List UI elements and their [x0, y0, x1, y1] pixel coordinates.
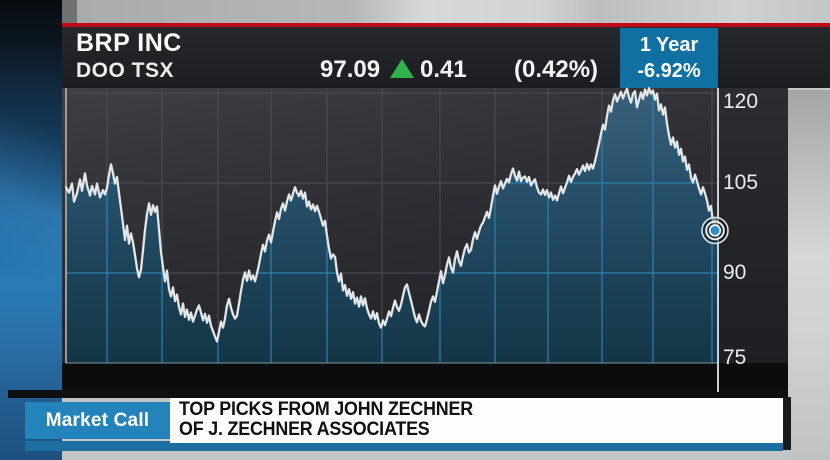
studio-top-strip: [62, 0, 830, 23]
y-tick-90: 90: [723, 261, 747, 284]
period-summary-badge: 1 Year -6.92%: [620, 28, 718, 88]
up-arrow-icon: [390, 59, 414, 78]
y-axis-panel: [718, 88, 788, 363]
ticker-symbol: DOO TSX: [76, 59, 175, 82]
banner-headline-line2: OF J. ZECHNER ASSOCIATES: [179, 419, 430, 440]
y-tick-105: 105: [723, 171, 759, 194]
y-tick-120: 120: [723, 90, 759, 113]
y-tick-75: 75: [723, 346, 747, 369]
banner-headline: TOP PICKS FROM JOHN ZECHNER OF J. ZECHNE…: [179, 400, 473, 440]
stock-name: BRP INC: [76, 29, 182, 57]
period-change: -6.92%: [637, 60, 701, 82]
show-title-badge: Market Call: [25, 402, 170, 439]
banner-blue-strip: [25, 441, 783, 451]
studio-left-panel-sheen: [0, 0, 62, 460]
price-change: 0.41: [420, 56, 467, 83]
period-label: 1 Year: [639, 34, 699, 56]
studio-right-panel: [788, 90, 830, 460]
area-fill: [66, 88, 717, 363]
studio-left-panel: [0, 0, 62, 460]
price-line: [64, 87, 719, 343]
x-axis-strip: MAYJUNJULAUGSEPOCTNOVDECJANFEBMARAPR: [62, 363, 788, 393]
studio-top-notch: [62, 0, 77, 23]
last-price: 97.09: [320, 56, 381, 83]
panel-bottom-shadow: [8, 390, 788, 398]
banner-headline-line1: TOP PICKS FROM JOHN ZECHNER: [179, 399, 473, 420]
banner-right-edge: [783, 397, 791, 450]
price-change-percent: (0.42%): [514, 56, 599, 83]
show-title: Market Call: [45, 409, 150, 431]
banner-headline-box: [170, 398, 783, 443]
red-top-rule: [62, 23, 830, 27]
